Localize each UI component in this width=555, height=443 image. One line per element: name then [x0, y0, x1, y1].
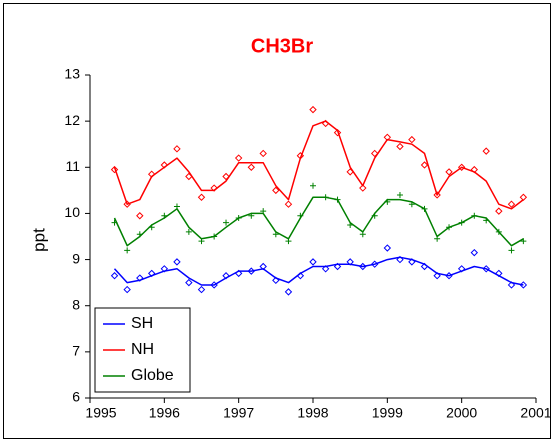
data-point	[173, 145, 181, 153]
data-point	[123, 285, 131, 294]
data-point	[185, 278, 193, 287]
data-point	[457, 163, 466, 171]
data-point	[309, 105, 317, 114]
data-point	[110, 272, 119, 280]
data-point	[223, 219, 230, 226]
data-point	[110, 165, 119, 174]
data-point	[197, 285, 206, 294]
x-tick-label: 1996	[149, 405, 180, 421]
data-point	[507, 200, 516, 208]
data-point	[136, 212, 144, 220]
data-point	[333, 262, 342, 271]
fit-line	[113, 196, 524, 247]
data-point	[284, 288, 293, 296]
data-point	[420, 161, 429, 169]
data-point	[310, 182, 316, 189]
data-point	[482, 147, 490, 155]
x-tick-label: 2001	[520, 405, 551, 421]
legend-label: NH	[131, 341, 154, 358]
data-point	[321, 265, 330, 273]
data-point	[247, 163, 256, 171]
y-tick-label: 9	[72, 250, 80, 266]
x-tick-label: 1998	[297, 405, 328, 421]
chart-title: CH3Br	[251, 35, 313, 57]
data-point	[433, 191, 441, 199]
data-point	[124, 247, 131, 254]
y-tick-label: 13	[64, 66, 80, 82]
data-point	[445, 168, 453, 176]
fit-line	[113, 256, 524, 286]
data-point	[185, 228, 192, 235]
data-point	[396, 255, 404, 264]
data-point	[408, 135, 416, 144]
data-point	[359, 184, 367, 192]
fit-line	[113, 120, 524, 210]
data-point	[507, 281, 516, 289]
data-point	[309, 258, 317, 266]
x-tick-label: 1995	[85, 405, 116, 421]
data-point	[470, 248, 479, 257]
x-tick-label: 1999	[372, 405, 403, 421]
data-point	[333, 128, 342, 137]
data-point	[396, 191, 403, 198]
y-tick-label: 8	[72, 296, 80, 312]
y-tick-label: 11	[65, 158, 80, 174]
x-tick-label: 2000	[446, 405, 477, 421]
data-point	[272, 186, 280, 195]
data-point	[370, 149, 379, 158]
data-point	[508, 247, 515, 254]
data-point	[197, 193, 206, 201]
chart-frame	[3, 3, 551, 439]
y-tick-label: 6	[72, 389, 80, 405]
x-tick-label: 1997	[223, 405, 254, 421]
data-point	[433, 272, 441, 280]
data-point	[234, 154, 243, 162]
data-point	[259, 149, 267, 158]
y-tick-label: 7	[72, 343, 80, 359]
data-point	[173, 258, 181, 266]
y-tick-label: 12	[64, 112, 80, 128]
y-tick-label: 10	[64, 204, 80, 220]
legend-label: Globe	[131, 367, 174, 384]
data-point	[284, 200, 293, 208]
data-point	[222, 172, 230, 181]
legend-label: SH	[131, 315, 153, 332]
data-point	[383, 244, 392, 252]
y-axis-label: ppt	[29, 228, 48, 252]
data-point	[495, 207, 503, 215]
data-point	[396, 142, 404, 151]
